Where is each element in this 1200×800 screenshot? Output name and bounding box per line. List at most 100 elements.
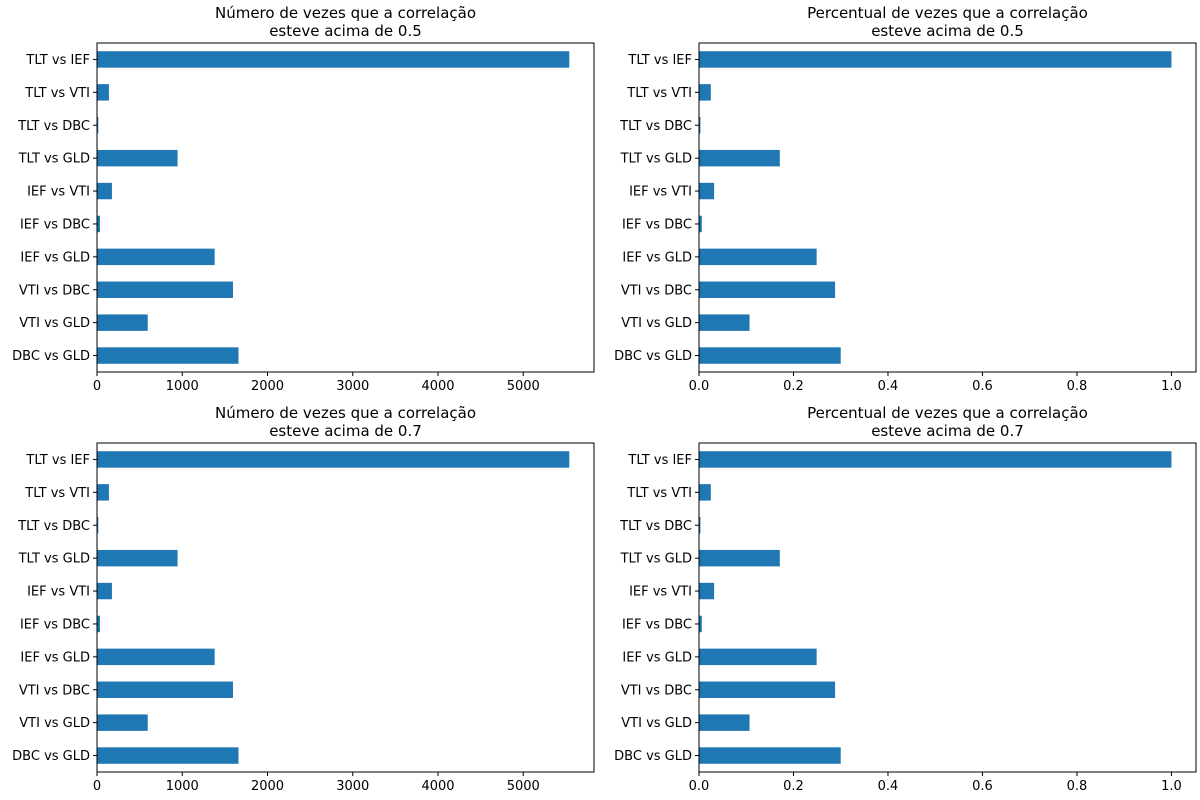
bar-ief-vs-vti: [97, 582, 112, 600]
bar-ief-vs-dbc: [699, 215, 702, 233]
y-tick-label: TLT vs IEF: [627, 53, 692, 68]
y-tick-label: TLT vs IEF: [25, 453, 90, 468]
bar-ief-vs-vti: [97, 182, 112, 200]
bar-tlt-vs-dbc: [699, 517, 701, 534]
y-tick-label: IEF vs GLD: [20, 650, 90, 665]
y-tick-label: VTI vs GLD: [621, 716, 692, 731]
y-tick-label: VTI vs DBC: [621, 283, 692, 298]
chart-title-line: esteve acima de 0.5: [269, 22, 422, 40]
y-tick-label: TLT vs GLD: [620, 552, 692, 567]
bar-ief-vs-gld: [699, 248, 817, 266]
x-tick-label: 0.2: [783, 379, 804, 394]
bar-tlt-vs-ief: [699, 451, 1172, 468]
bar-tlt-vs-gld: [699, 549, 780, 567]
chart-title-line: Número de vezes que a correlação: [215, 4, 476, 22]
y-tick-label: TLT vs DBC: [17, 519, 90, 534]
chart-title-line: Número de vezes que a correlação: [215, 404, 476, 422]
x-tick-label: 0.8: [1067, 779, 1088, 794]
bar-tlt-vs-gld: [97, 149, 178, 167]
chart-title: Número de vezes que a correlação esteve a…: [215, 4, 476, 40]
bar-ief-vs-dbc: [699, 615, 702, 633]
y-tick-label: VTI vs GLD: [621, 316, 692, 331]
subplot-count-0-5: Número de vezes que a correlação esteve a…: [12, 4, 595, 394]
bar-ief-vs-dbc: [97, 615, 100, 633]
x-tick-label: 0.8: [1067, 379, 1088, 394]
y-tick-label: TLT vs GLD: [620, 152, 692, 167]
x-tick-label: 0.0: [689, 779, 710, 794]
y-tick-label: IEF vs DBC: [20, 617, 90, 632]
bar-ief-vs-vti: [699, 182, 715, 200]
plot-frame: [698, 442, 1197, 773]
y-tick-label: IEF vs DBC: [622, 617, 692, 632]
y-tick-label: VTI vs DBC: [621, 683, 692, 698]
bar-vti-vs-gld: [97, 714, 148, 731]
chart-title-line: esteve acima de 0.7: [269, 422, 422, 440]
x-tick-label: 3000: [336, 379, 369, 394]
y-tick-label: IEF vs VTI: [629, 585, 692, 600]
y-tick-label: IEF vs GLD: [20, 250, 90, 265]
chart-title-line: esteve acima de 0.7: [871, 422, 1024, 440]
bar-tlt-vs-gld: [97, 549, 178, 567]
x-tick-label: 0.0: [689, 379, 710, 394]
chart-title-line: Percentual de vezes que a correlação: [807, 4, 1088, 22]
bar-vti-vs-dbc: [97, 681, 233, 698]
y-tick-label: TLT vs DBC: [619, 519, 692, 534]
y-tick-label: DBC vs GLD: [614, 749, 692, 764]
y-tick-label: TLT vs VTI: [24, 486, 90, 501]
y-tick-label: TLT vs VTI: [626, 486, 692, 501]
subplot-percent-0-5: Percentual de vezes que a correlação este…: [614, 4, 1197, 394]
y-tick-label: DBC vs GLD: [12, 349, 90, 364]
bar-tlt-vs-ief: [699, 51, 1172, 68]
x-tick-label: 4000: [421, 379, 454, 394]
bar-tlt-vs-vti: [97, 484, 109, 501]
subplot-percent-0-7: Percentual de vezes que a correlação este…: [614, 404, 1197, 794]
bar-dbc-vs-gld: [699, 747, 841, 764]
chart-title-line: esteve acima de 0.5: [871, 22, 1024, 40]
x-tick-label: 4000: [421, 779, 454, 794]
bar-tlt-vs-vti: [699, 84, 711, 101]
chart-title: Número de vezes que a correlação esteve a…: [215, 404, 476, 440]
bar-vti-vs-gld: [699, 714, 750, 731]
bar-ief-vs-gld: [97, 648, 215, 666]
x-tick-label: 5000: [507, 379, 540, 394]
x-tick-label: 5000: [507, 779, 540, 794]
x-tick-label: 2000: [251, 379, 284, 394]
plot-frame: [698, 42, 1197, 373]
bar-tlt-vs-ief: [97, 51, 570, 68]
x-tick-label: 0.6: [972, 779, 993, 794]
y-tick-label: IEF vs DBC: [20, 217, 90, 232]
bar-vti-vs-dbc: [97, 281, 233, 298]
y-tick-label: VTI vs DBC: [19, 683, 90, 698]
y-tick-label: IEF vs DBC: [622, 217, 692, 232]
bar-dbc-vs-gld: [97, 747, 239, 764]
bar-ief-vs-vti: [699, 582, 715, 600]
y-tick-label: IEF vs VTI: [629, 185, 692, 200]
x-tick-label: 1000: [166, 379, 199, 394]
bar-tlt-vs-vti: [97, 84, 109, 101]
y-tick-label: IEF vs GLD: [622, 250, 692, 265]
bar-vti-vs-gld: [699, 314, 750, 331]
x-tick-label: 0.4: [878, 379, 899, 394]
y-tick-label: VTI vs GLD: [19, 316, 90, 331]
x-tick-label: 1.0: [1161, 379, 1182, 394]
bar-tlt-vs-dbc: [97, 517, 99, 534]
chart-title-line: Percentual de vezes que a correlação: [807, 404, 1088, 422]
bar-vti-vs-gld: [97, 314, 148, 331]
x-tick-label: 1000: [166, 779, 199, 794]
chart-title: Percentual de vezes que a correlação este…: [807, 4, 1088, 40]
plot-frame: [96, 442, 595, 773]
x-tick-label: 3000: [336, 779, 369, 794]
bar-ief-vs-gld: [97, 248, 215, 266]
bar-tlt-vs-dbc: [97, 117, 99, 134]
y-tick-label: VTI vs GLD: [19, 716, 90, 731]
bar-ief-vs-gld: [699, 648, 817, 666]
y-tick-label: DBC vs GLD: [12, 749, 90, 764]
x-tick-label: 0: [93, 779, 101, 794]
y-tick-label: TLT vs GLD: [18, 552, 90, 567]
bar-vti-vs-dbc: [699, 681, 836, 698]
bar-tlt-vs-gld: [699, 149, 780, 167]
y-tick-label: TLT vs DBC: [17, 119, 90, 134]
x-tick-label: 1.0: [1161, 779, 1182, 794]
x-tick-label: 2000: [251, 779, 284, 794]
